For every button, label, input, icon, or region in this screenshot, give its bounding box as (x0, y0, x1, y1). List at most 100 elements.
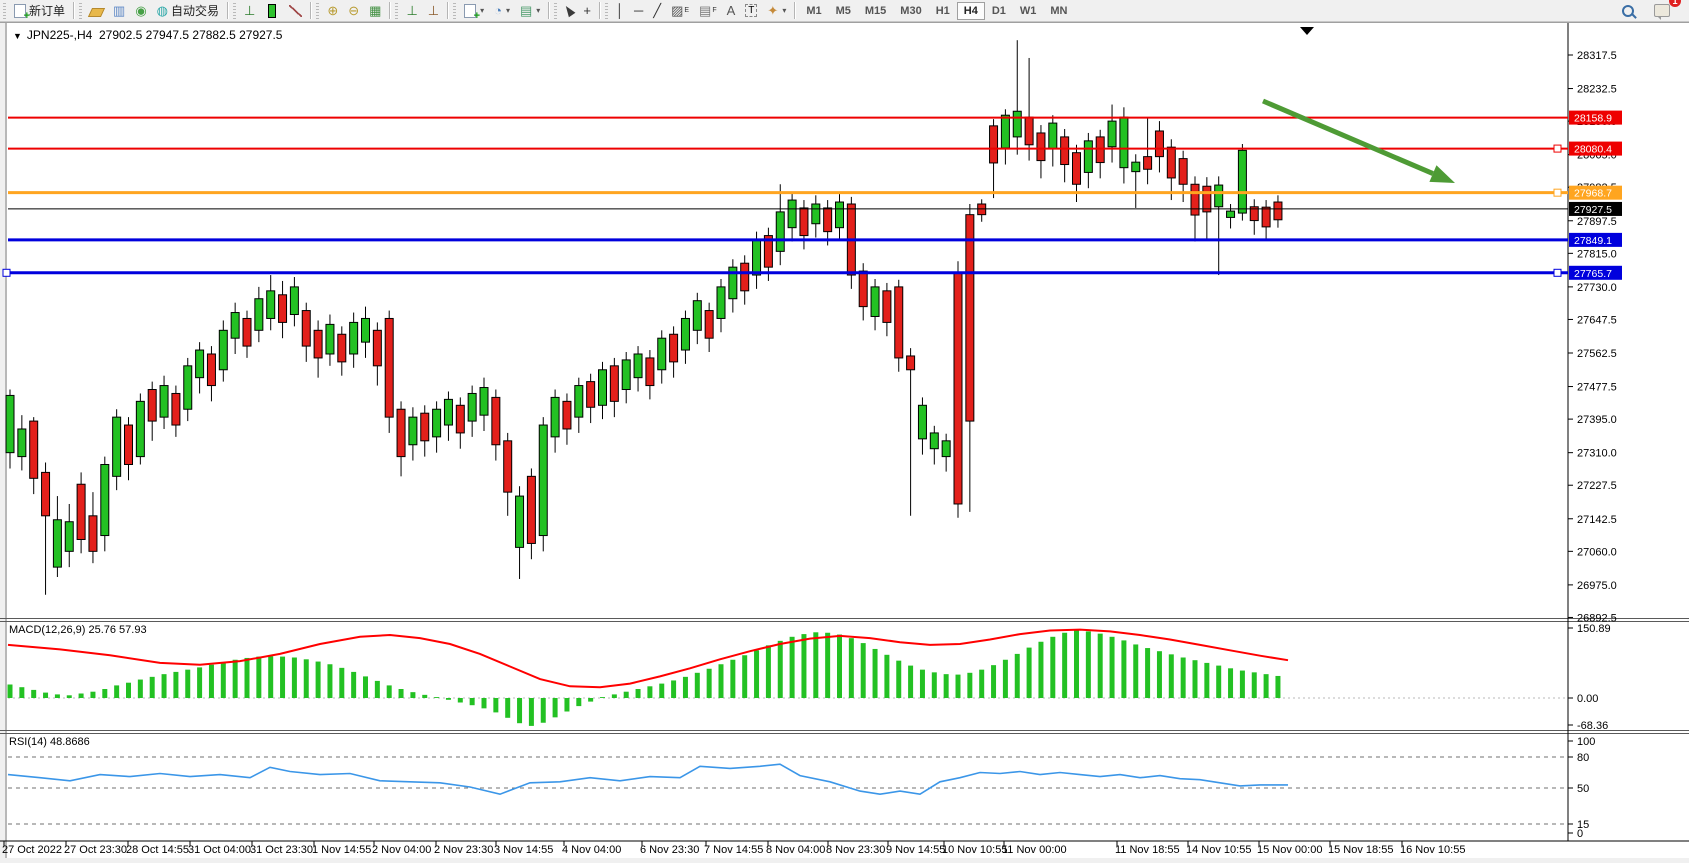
auto-trading-button[interactable]: ◍ 自动交易 (152, 0, 224, 22)
macd-histogram-bar (979, 669, 985, 698)
time-tick-label: 15 Nov 00:00 (1257, 844, 1322, 856)
macd-histogram-bar (647, 686, 653, 698)
macd-histogram-bar (363, 676, 368, 698)
period-clock-button[interactable]: ◔ ▾ (494, 2, 510, 18)
macd-histogram-bar (374, 680, 380, 698)
candle (598, 369, 607, 406)
price-tick-label: 26892.5 (1577, 612, 1617, 624)
templates-button[interactable]: ▤ ▾ (520, 2, 541, 18)
candle (621, 359, 631, 391)
cursor-button[interactable] (560, 0, 578, 22)
macd-histogram-bar (777, 640, 783, 698)
line-chart-type-button[interactable] (284, 0, 307, 22)
macd-histogram-bar (588, 698, 594, 702)
macd-histogram-bar (742, 655, 748, 698)
eraser-button[interactable] (85, 0, 108, 22)
fibonacci-button[interactable]: ▤ F (699, 2, 717, 18)
fibonacci-icon: ▤ (699, 2, 712, 18)
equidistant-channel-button[interactable]: ▨ E (671, 2, 690, 18)
trend-arrow[interactable] (1262, 98, 1434, 176)
macd-histogram-bar (161, 674, 167, 698)
chart-shift-marker[interactable] (1300, 27, 1314, 35)
zoom-out-button[interactable]: ⊖ (343, 0, 364, 22)
line-anchor-handle[interactable] (1553, 144, 1562, 153)
candle (989, 125, 999, 164)
bar-chart-type-button[interactable]: ⊥ (239, 0, 260, 22)
market-watch-icon: ▥ (113, 2, 126, 18)
candle (1154, 130, 1164, 158)
macd-histogram-bar (1275, 675, 1281, 698)
arrows-button[interactable]: ✦ ▾ (767, 2, 787, 18)
timeframe-m5-button[interactable]: M5 (835, 4, 851, 17)
templates-icon: ▤ (520, 2, 533, 18)
crosshair-button[interactable]: + (578, 0, 596, 22)
time-tick-label: 27 Oct 23:30 (64, 844, 127, 856)
tile-windows-button[interactable]: ▦ (364, 0, 386, 22)
macd-histogram-bar (469, 698, 475, 706)
chevron-down-icon[interactable]: ▼ (13, 31, 22, 41)
horizontal-line-icon: ─ (634, 2, 644, 18)
price-tick-label: 28317.5 (1577, 50, 1617, 62)
periods-icon: ⊥ (427, 2, 440, 18)
macd-histogram-bar (31, 689, 37, 698)
candle (432, 408, 442, 438)
candle (1119, 116, 1129, 169)
timeframe-d1-button[interactable]: D1 (991, 4, 1006, 17)
candle (1273, 201, 1283, 221)
horizontal-line-button[interactable]: ─ (629, 0, 648, 22)
candle (1036, 132, 1046, 162)
macd-histogram-bar (1121, 640, 1127, 698)
search-button[interactable] (1617, 0, 1639, 22)
text-button[interactable]: A (722, 0, 741, 22)
new-order-button[interactable]: 新订单 (9, 0, 70, 22)
periods-button[interactable]: ⊥ (423, 0, 444, 22)
timeframe-m30-button[interactable]: M30 (900, 4, 922, 17)
text-label-button[interactable]: T (740, 0, 762, 22)
line-anchor-handle[interactable] (1553, 268, 1562, 277)
ohlc-values: 27902.5 27947.5 27882.5 27927.5 (98, 28, 283, 42)
candle (5, 394, 15, 454)
line-anchor-handle[interactable] (1553, 188, 1562, 197)
period-clock-icon: ◔ (494, 2, 502, 18)
candle (112, 416, 122, 477)
indicators-button[interactable]: ⊥ (401, 0, 422, 22)
timeframe-h1-button[interactable]: H1 (935, 4, 950, 17)
candlestick-type-button[interactable] (260, 0, 284, 22)
chat-bubble-icon (1654, 4, 1670, 20)
rsi-tick-label: 0 (1577, 828, 1583, 840)
macd-histogram-bar (1263, 674, 1269, 698)
signals-button[interactable]: ◉ (130, 0, 151, 22)
new-chart-button[interactable]: ▾ (459, 0, 489, 22)
candle (692, 300, 702, 331)
macd-tick-label: 150.89 (1577, 623, 1611, 635)
candle (254, 298, 264, 331)
timeframe-h4-button[interactable]: H4 (956, 1, 985, 20)
timeframe-w1-button[interactable]: W1 (1019, 4, 1037, 17)
candle (218, 329, 228, 371)
candle (266, 290, 276, 319)
macd-histogram-bar (671, 680, 677, 698)
macd-histogram-bar (126, 682, 131, 698)
notifications-button[interactable]: 1 (1649, 0, 1681, 22)
zoom-in-button[interactable]: ⊕ (322, 0, 343, 22)
candle (147, 389, 157, 422)
timeframe-m15-button[interactable]: M15 (864, 4, 887, 17)
vertical-line-button[interactable]: │ (611, 0, 629, 22)
timeframe-mn-button[interactable]: MN (1050, 4, 1068, 17)
candle (289, 286, 299, 316)
candle (1083, 140, 1093, 173)
timeframe-m1-button[interactable]: M1 (806, 4, 822, 17)
market-watch-button[interactable]: ▥ (108, 0, 130, 22)
candle (882, 290, 892, 323)
price-tag-label: 28080.4 (1574, 144, 1612, 156)
candle (1131, 161, 1141, 173)
price-tick-label: 27227.5 (1577, 480, 1617, 492)
candle (574, 385, 584, 418)
candle (657, 337, 667, 371)
candle (870, 286, 880, 317)
line-anchor-handle[interactable] (2, 268, 11, 277)
macd-histogram-bar (1133, 644, 1139, 698)
macd-histogram-bar (659, 683, 665, 698)
trendline-button[interactable]: ╱ (648, 0, 666, 22)
